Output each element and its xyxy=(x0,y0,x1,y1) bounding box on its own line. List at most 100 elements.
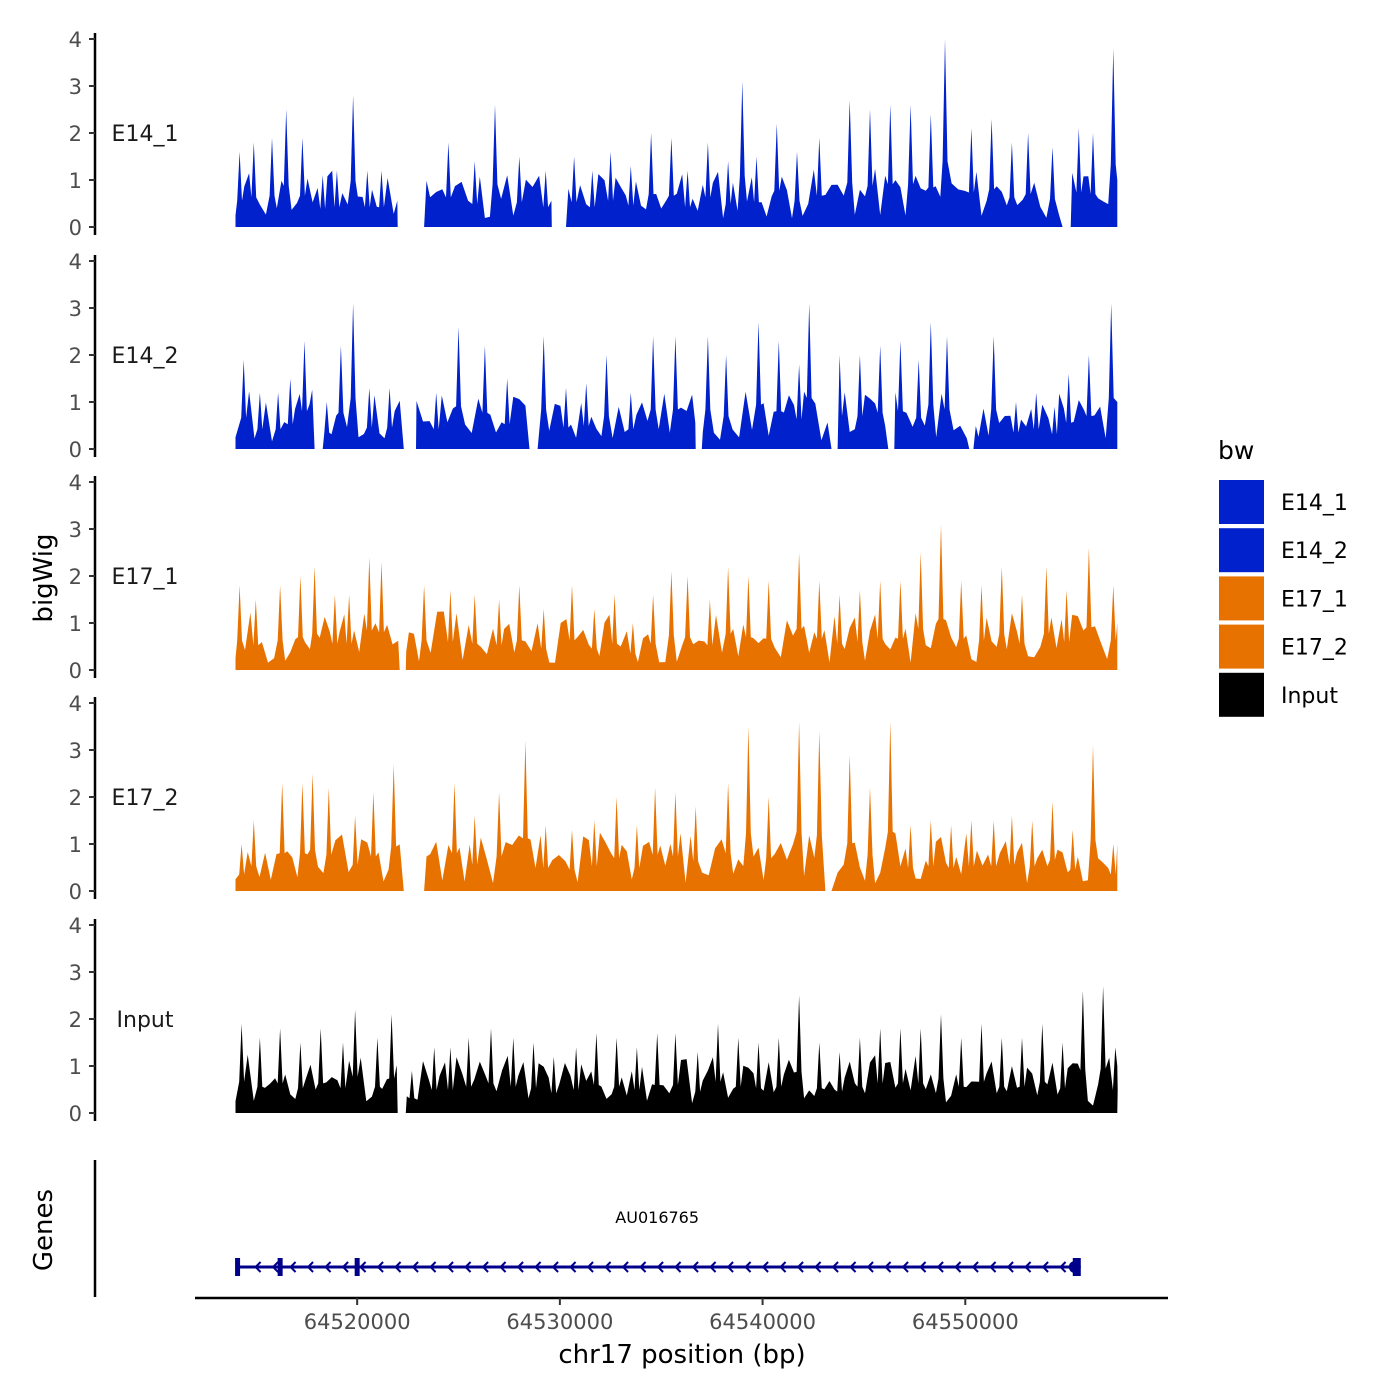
y-tick-label: 3 xyxy=(69,739,82,763)
gene-label: AU016765 xyxy=(615,1208,699,1227)
strand-arrow xyxy=(254,1261,262,1273)
legend-swatch-input xyxy=(1219,672,1264,717)
strand-arrow xyxy=(604,1261,612,1273)
y-tick-label: 1 xyxy=(69,169,82,193)
strand-arrow xyxy=(919,1261,927,1273)
strand-arrow xyxy=(936,1261,944,1273)
track-e17-2: 0 1 2 3 4 E17_2 xyxy=(69,692,1118,904)
signal-area xyxy=(235,721,1118,891)
track-label: E17_2 xyxy=(112,786,179,811)
y-tick-label: 4 xyxy=(69,914,82,938)
y-tick-label: 1 xyxy=(69,833,82,857)
legend-label-e14-2: E14_2 xyxy=(1281,539,1348,564)
strand-arrow xyxy=(446,1261,454,1273)
legend: bw E14_1 E14_2 E17_1 E17_2 Input xyxy=(1218,436,1348,717)
strand-arrow xyxy=(989,1261,997,1273)
strand-arrow xyxy=(884,1261,892,1273)
track-e17-1: 0 1 2 3 4 E17_1 xyxy=(69,471,1118,683)
strand-arrow xyxy=(709,1261,717,1273)
y-tick-label: 0 xyxy=(69,1102,82,1126)
y-tick-label: 4 xyxy=(69,250,82,274)
x-tick-label: 64540000 xyxy=(709,1310,816,1334)
strand-arrow xyxy=(376,1261,384,1273)
y-tick-label: 3 xyxy=(69,297,82,321)
legend-swatch-e17-1 xyxy=(1219,576,1264,621)
y-axis-label: bigWig xyxy=(29,533,59,622)
exon xyxy=(235,1258,241,1276)
strand-arrow xyxy=(359,1261,367,1273)
track-e14-1: 0 1 2 3 4 E14_1 xyxy=(69,28,1118,240)
legend-label-input: Input xyxy=(1281,684,1338,709)
genes-axis-label: Genes xyxy=(29,1189,59,1271)
strand-arrow xyxy=(411,1261,419,1273)
strand-arrow xyxy=(1059,1261,1067,1273)
track-label: Input xyxy=(117,1008,174,1033)
strand-arrow xyxy=(306,1261,314,1273)
y-tick-label: 2 xyxy=(69,122,82,146)
strand-arrow xyxy=(971,1261,979,1273)
strand-arrow xyxy=(1041,1261,1049,1273)
exon xyxy=(354,1258,360,1276)
strand-arrow xyxy=(779,1261,787,1273)
strand-arrow xyxy=(341,1261,349,1273)
y-tick-label: 0 xyxy=(69,216,82,240)
signal-area xyxy=(235,986,1118,1113)
y-tick-label: 2 xyxy=(69,344,82,368)
y-tick-label: 4 xyxy=(69,28,82,52)
strand-arrow xyxy=(569,1261,577,1273)
strand-arrow xyxy=(831,1261,839,1273)
legend-label-e14-1: E14_1 xyxy=(1281,491,1348,516)
y-tick-label: 1 xyxy=(69,1055,82,1079)
signal-area xyxy=(235,39,1118,227)
strand-arrow xyxy=(271,1261,279,1273)
signal-area xyxy=(235,524,1118,670)
strand-arrow xyxy=(761,1261,769,1273)
legend-swatch-e17-2 xyxy=(1219,624,1264,669)
exon xyxy=(277,1258,283,1276)
legend-swatch-e14-2 xyxy=(1219,528,1264,573)
strand-arrow xyxy=(744,1261,752,1273)
strand-arrow xyxy=(534,1261,542,1273)
strand-arrow xyxy=(656,1261,664,1273)
y-tick-label: 1 xyxy=(69,391,82,415)
x-tick-label: 64530000 xyxy=(506,1310,613,1334)
strand-arrow xyxy=(954,1261,962,1273)
y-tick-label: 2 xyxy=(69,786,82,810)
strand-arrow xyxy=(551,1261,559,1273)
legend-title: bw xyxy=(1218,436,1254,465)
gene-track: AU016765 xyxy=(93,1160,1081,1297)
track-input: 0 1 2 3 4 Input xyxy=(69,914,1118,1126)
track-label: E17_1 xyxy=(112,565,179,590)
y-tick-label: 4 xyxy=(69,692,82,716)
strand-arrow xyxy=(691,1261,699,1273)
x-axis-label: chr17 position (bp) xyxy=(558,1340,805,1370)
legend-label-e17-1: E17_1 xyxy=(1281,587,1348,612)
strand-arrow xyxy=(726,1261,734,1273)
strand-arrow xyxy=(1006,1261,1014,1273)
strand-arrow xyxy=(586,1261,594,1273)
x-tick-label: 64550000 xyxy=(912,1310,1019,1334)
y-tick-label: 2 xyxy=(69,1008,82,1032)
signal-area xyxy=(235,303,1118,449)
y-tick-label: 1 xyxy=(69,612,82,636)
y-tick-label: 0 xyxy=(69,659,82,683)
track-e14-2: 0 1 2 3 4 E14_2 xyxy=(69,250,1118,462)
strand-arrow xyxy=(901,1261,909,1273)
y-tick-label: 0 xyxy=(69,880,82,904)
strand-arrow xyxy=(516,1261,524,1273)
strand-arrow xyxy=(324,1261,332,1273)
y-tick-label: 3 xyxy=(69,518,82,542)
strand-arrow xyxy=(866,1261,874,1273)
strand-arrow xyxy=(289,1261,297,1273)
strand-arrow xyxy=(639,1261,647,1273)
strand-arrow xyxy=(814,1261,822,1273)
gene-end-cap xyxy=(1068,1261,1081,1273)
strand-arrow xyxy=(464,1261,472,1273)
strand-arrow xyxy=(849,1261,857,1273)
strand-arrow xyxy=(394,1261,402,1273)
track-label: E14_1 xyxy=(112,122,179,147)
strand-arrow xyxy=(481,1261,489,1273)
y-tick-label: 0 xyxy=(69,438,82,462)
y-tick-label: 3 xyxy=(69,961,82,985)
